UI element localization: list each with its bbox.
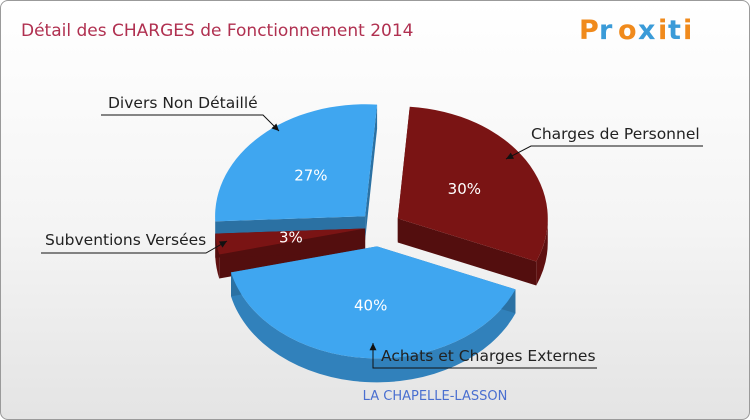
callouts: Charges de Personnel Achats et Charges Ex…: [41, 94, 703, 369]
value-label-divers-non-detaille: 27%: [294, 166, 327, 184]
pie-slice-edge: [365, 104, 378, 241]
value-labels: 30% 40% 3% 27%: [279, 166, 481, 314]
chart-title: Détail des CHARGES de Fonctionnement 201…: [21, 21, 413, 41]
pie-slice-side: [231, 272, 516, 383]
legend-label-subventions-versees: Subventions Versées: [45, 231, 206, 249]
pie-slices: [215, 104, 548, 383]
callout-charges-de-personnel: Charges de Personnel: [505, 125, 703, 160]
logo-letter: t: [668, 15, 681, 46]
logo-letter: i: [683, 15, 692, 46]
logo-letter: r: [599, 15, 613, 46]
logo-letter: i: [658, 15, 667, 46]
callout-leader-line: [41, 240, 228, 254]
callout-arrowhead: [369, 343, 377, 351]
legend-label-divers-non-detaille: Divers Non Détaillé: [108, 94, 258, 112]
legend-label-achats-et-charges-externes: Achats et Charges Externes: [381, 347, 596, 365]
pie-slice-top: [397, 106, 548, 262]
pie-slice-subventions-versees: [215, 228, 366, 279]
logo-letter: o: [618, 15, 637, 46]
pie-slice-achats-et-charges-externes: [231, 246, 516, 383]
callout-leader-line: [505, 145, 703, 160]
callout-subventions-versees: Subventions Versées: [41, 231, 228, 254]
value-label-subventions-versees: 3%: [279, 228, 303, 246]
pie-slice-top: [215, 104, 378, 222]
logo-letter: P: [579, 15, 599, 46]
pie-slice-edge: [397, 218, 537, 286]
pie-slice-side: [536, 218, 548, 286]
chart-subtitle: LA CHAPELLE-LASSON: [363, 389, 508, 404]
value-label-charges-de-personnel: 30%: [448, 180, 481, 198]
legend-label-charges-de-personnel: Charges de Personnel: [531, 125, 700, 143]
callout-arrowhead: [219, 241, 227, 248]
callout-divers-non-detaille: Divers Non Détaillé: [101, 94, 280, 132]
callout-arrowhead: [506, 152, 514, 159]
pie-slice-charges-de-personnel: [397, 106, 548, 286]
value-label-achats-et-charges-externes: 40%: [354, 296, 387, 314]
callout-leader-line: [101, 114, 280, 132]
callout-arrowhead: [271, 123, 279, 131]
callout-leader-line: [372, 343, 597, 369]
logo-letter: x: [638, 15, 655, 46]
pie-slice-top: [231, 246, 516, 359]
callout-achats-et-charges-externes: Achats et Charges Externes: [369, 343, 597, 369]
pie-slice-top: [215, 228, 366, 255]
